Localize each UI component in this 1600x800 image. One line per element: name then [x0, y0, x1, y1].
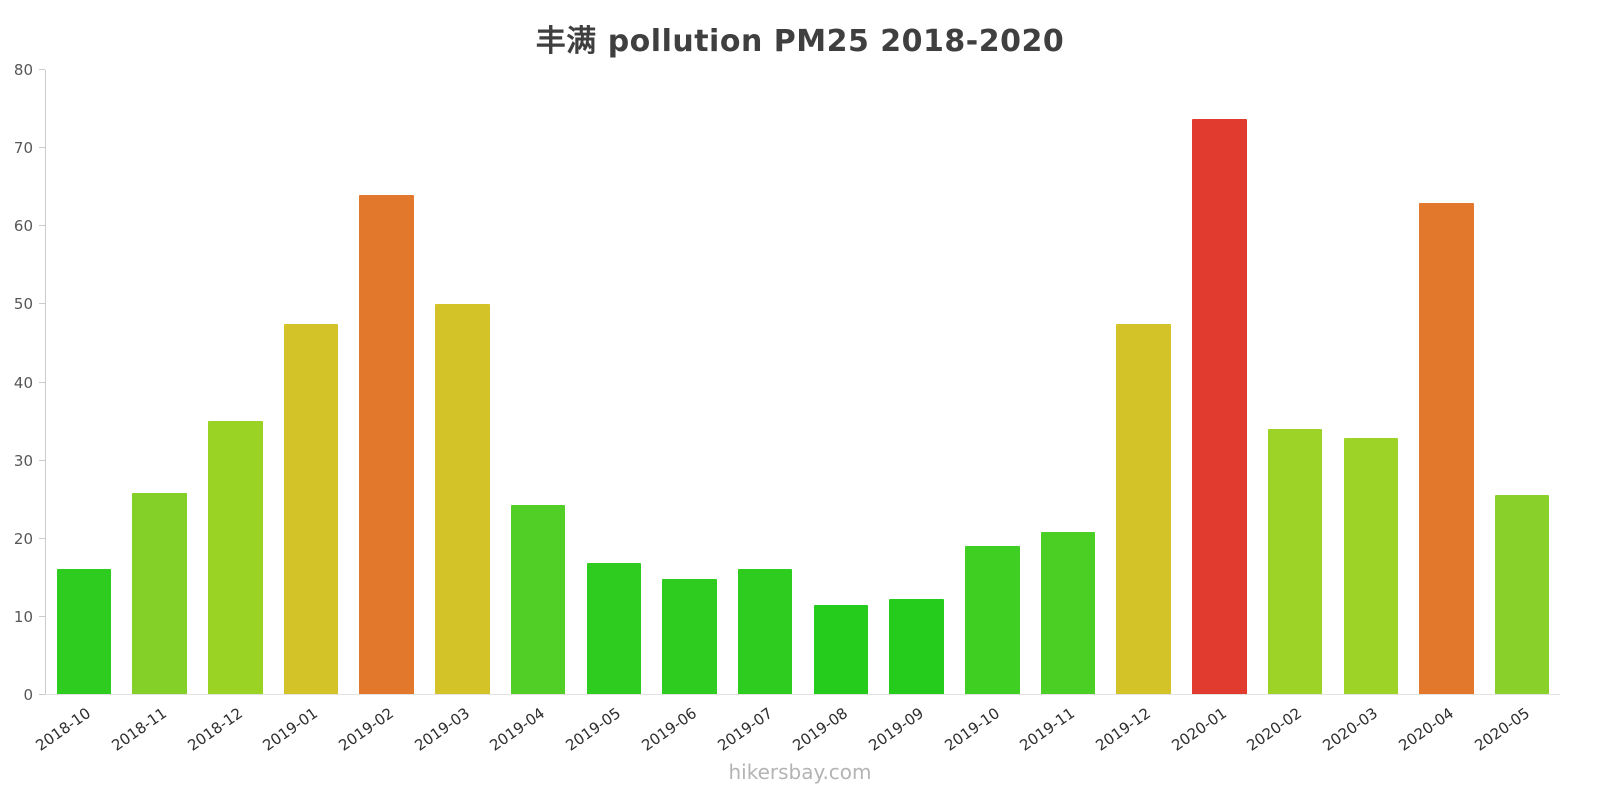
- x-tick-label: 2019-07: [713, 704, 776, 755]
- bar-2019-07: [737, 569, 793, 694]
- y-tick-mark: [39, 381, 45, 383]
- bar-slot: 2019-02: [335, 70, 425, 755]
- bar-slot: 2018-10: [33, 70, 122, 755]
- x-tick-label: 2018-12: [183, 704, 246, 755]
- x-tick-label: 2019-05: [562, 704, 625, 755]
- bar-2019-11: [1040, 531, 1096, 694]
- bar-2019-03: [435, 304, 490, 694]
- y-tick-label: 20: [13, 529, 33, 548]
- x-tick-label: 2019-03: [411, 704, 473, 755]
- bar-2018-11: [132, 492, 187, 694]
- x-tick-label: 2019-10: [940, 704, 1003, 755]
- x-tick-label: 2019-11: [1016, 704, 1079, 755]
- y-tick-mark: [39, 69, 45, 70]
- x-tick-label: 2019-08: [789, 704, 852, 755]
- x-tick-label: 2020-03: [1319, 704, 1382, 755]
- plot-area: 2018-10 2018-11 2018-12 2019-01 2019-02 2019-…: [33, 70, 1560, 755]
- x-tick-label: 2020-02: [1243, 704, 1306, 755]
- bar-slot: 2019-08: [790, 70, 879, 755]
- x-tick-label: 2019-02: [335, 704, 397, 755]
- bar-2019-12: [1116, 323, 1171, 694]
- bar-slot: 2019-01: [260, 70, 349, 755]
- y-tick-mark: [39, 537, 45, 539]
- bar-slot: 2019-07: [714, 70, 803, 755]
- y-tick-mark: [39, 615, 45, 617]
- bar-2018-12: [208, 421, 263, 694]
- bar-slot: 2020-02: [1244, 70, 1333, 755]
- y-tick-label: 80: [13, 61, 33, 79]
- watermark: hikersbay.com: [728, 760, 872, 784]
- bar-slot: 2019-06: [638, 70, 728, 755]
- bar-2020-01: [1192, 119, 1247, 694]
- bar-2019-08: [813, 605, 869, 694]
- y-tick-label: 40: [13, 373, 33, 392]
- y-tick-label: 60: [13, 217, 33, 236]
- bar-slot: 2018-12: [184, 70, 273, 755]
- bar-slot: 2019-03: [411, 70, 501, 755]
- bar-2019-09: [889, 598, 944, 694]
- bar-slot: 2020-04: [1395, 70, 1485, 755]
- bar-2018-10: [56, 569, 112, 694]
- y-tick-mark: [39, 694, 45, 695]
- bar-2019-05: [586, 562, 642, 694]
- bar-2019-06: [662, 578, 717, 694]
- y-tick-label: 70: [13, 139, 33, 158]
- y-tick-mark: [39, 225, 45, 227]
- y-tick-label: 50: [13, 295, 33, 314]
- y-tick-label: 30: [13, 451, 33, 470]
- bar-slot: 2019-12: [1092, 70, 1182, 755]
- bar-2020-05: [1494, 495, 1550, 694]
- x-tick-label: 2019-06: [638, 704, 700, 755]
- x-tick-label: 2019-04: [486, 704, 549, 755]
- bar-slot: 2019-10: [941, 70, 1030, 755]
- chart-title: 丰满 pollution PM25 2018-2020: [535, 24, 1065, 59]
- x-tick-label: 2018-11: [108, 704, 170, 755]
- y-axis: 0 10 20 30 40 50 60 70 80: [0, 61, 45, 704]
- x-tick-label: 2020-04: [1395, 704, 1457, 755]
- bar-2020-03: [1343, 438, 1399, 694]
- bar-2019-01: [283, 323, 339, 694]
- bar-slot: 2020-01: [1168, 70, 1258, 755]
- bar-slot: 2019-05: [562, 70, 652, 755]
- bar-2019-10: [965, 545, 1020, 694]
- bar-slot: 2020-05: [1471, 70, 1560, 755]
- y-tick-mark: [39, 459, 45, 461]
- y-tick-mark: [39, 147, 45, 149]
- bar-2020-02: [1267, 428, 1323, 694]
- y-tick-label: 10: [13, 607, 33, 626]
- bar-2019-04: [510, 505, 566, 694]
- y-tick-mark: [39, 303, 45, 305]
- bar-slot: 2019-04: [487, 70, 576, 755]
- bar-2019-02: [359, 194, 414, 694]
- y-tick-label: 0: [23, 686, 33, 704]
- bar-2020-04: [1419, 202, 1474, 694]
- x-tick-label: 2019-12: [1092, 704, 1155, 755]
- bar-slot: 2018-11: [108, 70, 198, 755]
- x-tick-label: 2019-09: [865, 704, 927, 755]
- x-tick-label: 2018-10: [32, 704, 95, 755]
- x-tick-label: 2020-01: [1168, 704, 1230, 755]
- x-tick-label: 2019-01: [259, 704, 322, 755]
- x-tick-label: 2020-05: [1470, 704, 1533, 755]
- bar-slot: 2019-11: [1017, 70, 1106, 755]
- bar-slot: 2019-09: [865, 70, 955, 755]
- bar-slot: 2020-03: [1319, 70, 1409, 755]
